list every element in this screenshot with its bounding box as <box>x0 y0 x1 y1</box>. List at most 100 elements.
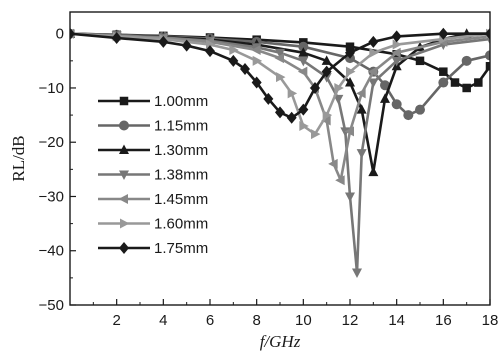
diamond-marker <box>298 103 309 116</box>
diamond-marker <box>321 65 332 78</box>
x-tick-label: 6 <box>206 312 214 329</box>
diamond-marker <box>485 27 490 40</box>
y-tick-label: −20 <box>39 134 64 151</box>
triangle-up-marker <box>380 93 390 103</box>
axes: 2 4 6 8 10 12 14 16 18 0 −10 −20 −30 −40 −50 f/GHz RL/dB <box>9 11 499 351</box>
y-tick-label: −50 <box>39 297 64 314</box>
diamond-marker <box>251 76 262 89</box>
y-tick-label: 0 <box>56 26 64 43</box>
circle-marker <box>380 80 390 91</box>
triangle-left-marker <box>251 44 261 55</box>
y-tick-label: −40 <box>39 243 64 260</box>
circle-marker <box>485 50 490 61</box>
x-tick-label: 14 <box>388 312 405 329</box>
diamond-marker <box>368 35 379 48</box>
legend-label: 1.60mm <box>154 216 208 233</box>
x-tick-label: 10 <box>295 312 312 329</box>
diamond-marker <box>240 62 250 75</box>
triangle-left-marker <box>274 53 284 64</box>
triangle-right-marker <box>299 120 309 131</box>
legend-item-1.30mm: 1.30mm <box>98 142 208 159</box>
triangle-left-marker <box>356 88 366 99</box>
diamond-marker <box>158 35 169 48</box>
triangle-right-marker <box>229 44 239 55</box>
x-axis-title: f/GHz <box>260 332 301 351</box>
triangle-up-marker <box>321 55 332 65</box>
plot-marks <box>70 27 490 278</box>
triangle-down-marker <box>356 149 367 159</box>
legend-label: 1.15mm <box>154 118 208 135</box>
circle-marker <box>119 120 129 131</box>
triangle-left-marker <box>367 66 378 77</box>
triangle-left-marker <box>297 66 308 77</box>
legend-label: 1.38mm <box>154 167 208 184</box>
square-marker <box>439 67 448 76</box>
triangle-right-marker <box>346 66 356 77</box>
circle-marker <box>403 110 414 121</box>
x-tick-label: 12 <box>342 312 359 329</box>
triangle-up-marker <box>356 104 367 114</box>
legend-item-1.45mm: 1.45mm <box>98 191 208 208</box>
y-axis-title: RL/dB <box>9 135 28 181</box>
triangle-left-marker <box>321 115 331 126</box>
diamond-marker <box>310 81 320 94</box>
x-tick-label: 18 <box>482 312 499 329</box>
series-line <box>70 32 490 274</box>
triangle-left-marker <box>391 47 401 58</box>
circle-marker <box>461 55 472 66</box>
triangle-down-marker <box>345 192 355 202</box>
diamond-marker <box>205 45 215 58</box>
triangle-down-marker <box>275 48 285 59</box>
triangle-up-marker <box>368 166 379 177</box>
legend-item-1.00mm: 1.00mm <box>98 93 208 110</box>
legend-item-1.75mm: 1.75mm <box>98 240 208 257</box>
triangle-up-marker <box>119 144 129 154</box>
legend-item-1.15mm: 1.15mm <box>98 118 208 135</box>
triangle-up-marker <box>298 47 309 57</box>
x-tick-label: 8 <box>252 312 260 329</box>
legend-item-1.60mm: 1.60mm <box>98 216 208 233</box>
triangle-left-marker <box>328 158 338 169</box>
triangle-right-marker <box>287 88 298 99</box>
circle-marker <box>298 41 309 52</box>
triangle-left-marker <box>335 175 345 186</box>
legend-label: 1.30mm <box>154 142 208 159</box>
triangle-left-marker <box>118 194 128 204</box>
series-1.75mm <box>70 27 490 124</box>
square-marker <box>415 56 425 66</box>
triangle-left-marker <box>344 126 354 137</box>
triangle-down-marker <box>333 94 344 105</box>
triangle-down-marker <box>352 268 362 278</box>
square-marker <box>450 78 460 87</box>
diamond-marker <box>286 111 297 124</box>
y-tick-label: −30 <box>39 188 64 205</box>
triangle-down-marker <box>368 78 379 89</box>
legend: 1.00mm 1.15mm 1.30mm 1.38mm 1.45mm 1.60mm 1.75… <box>98 93 208 257</box>
diamond-marker <box>111 32 122 45</box>
legend-item-1.38mm: 1.38mm <box>98 167 208 184</box>
triangle-down-marker <box>119 170 129 180</box>
legend-label: 1.00mm <box>154 93 208 110</box>
triangle-right-marker <box>334 82 344 93</box>
series-1.60mm <box>70 28 490 140</box>
x-tick-label: 16 <box>435 312 452 329</box>
triangle-up-marker <box>345 77 355 87</box>
triangle-down-marker <box>298 56 309 67</box>
triangle-down-marker <box>391 56 402 67</box>
triangle-right-marker <box>252 55 263 66</box>
triangle-right-marker <box>120 218 130 229</box>
square-marker <box>119 96 129 106</box>
triangle-right-marker <box>392 39 403 50</box>
circle-marker <box>391 99 402 110</box>
x-tick-label: 4 <box>159 312 167 329</box>
diamond-marker <box>119 242 129 254</box>
square-marker <box>474 78 483 87</box>
circle-marker <box>438 77 449 88</box>
x-tick-label: 2 <box>112 312 120 329</box>
circle-marker <box>415 104 425 115</box>
diamond-marker <box>391 30 402 43</box>
diamond-marker <box>263 92 274 105</box>
square-marker <box>462 83 471 93</box>
diamond-marker <box>438 27 449 40</box>
